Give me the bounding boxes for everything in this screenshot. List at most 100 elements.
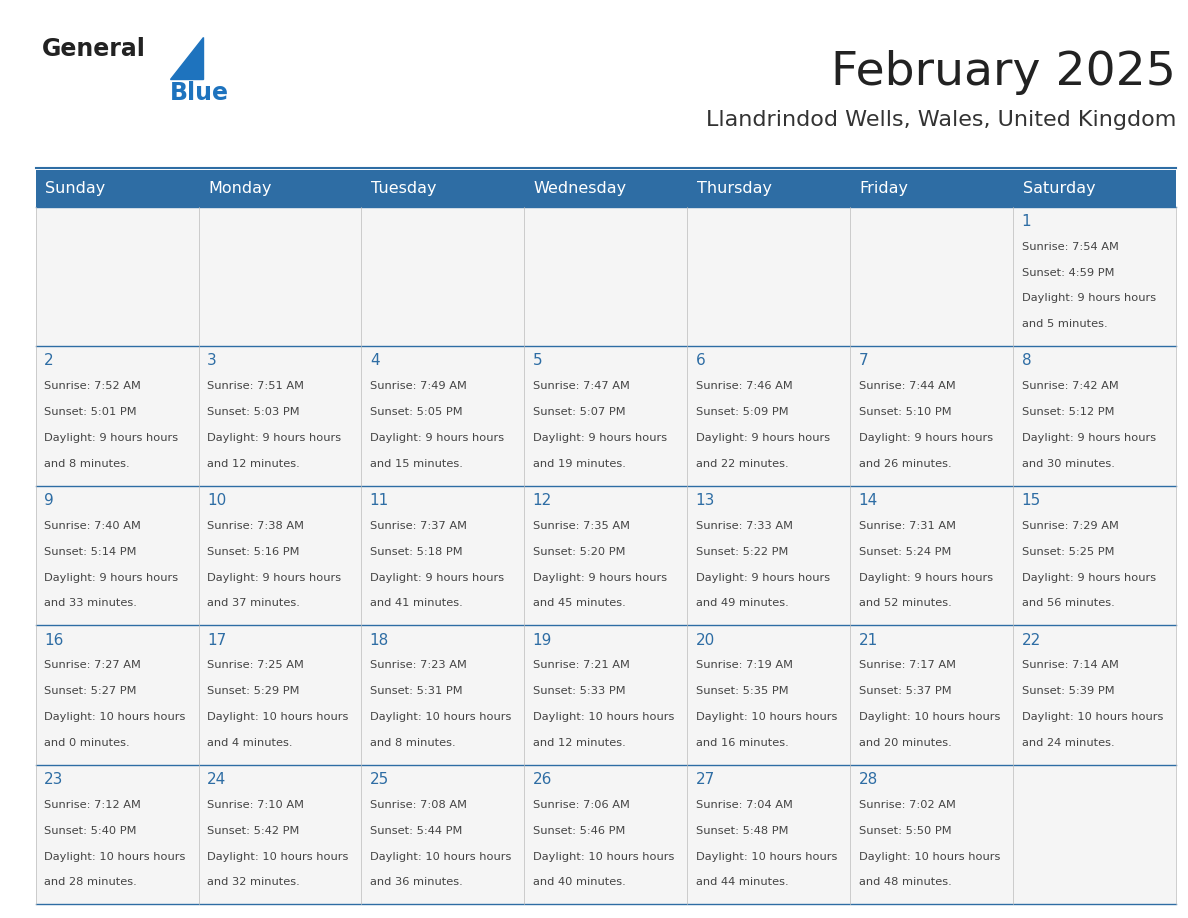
FancyBboxPatch shape [524,346,688,486]
FancyBboxPatch shape [36,486,198,625]
Text: and 19 minutes.: and 19 minutes. [532,459,626,469]
Text: and 8 minutes.: and 8 minutes. [44,459,129,469]
FancyBboxPatch shape [198,170,361,207]
Text: Sunset: 5:46 PM: Sunset: 5:46 PM [532,826,625,835]
Text: Daylight: 9 hours hours: Daylight: 9 hours hours [859,573,993,583]
Text: and 41 minutes.: and 41 minutes. [369,599,462,609]
FancyBboxPatch shape [524,486,688,625]
Text: Friday: Friday [860,181,909,196]
FancyBboxPatch shape [198,346,361,486]
FancyBboxPatch shape [524,170,688,207]
Text: Daylight: 10 hours hours: Daylight: 10 hours hours [44,712,185,722]
Text: Sunset: 5:29 PM: Sunset: 5:29 PM [207,687,299,696]
Text: 27: 27 [696,772,715,787]
Text: Sunrise: 7:21 AM: Sunrise: 7:21 AM [532,660,630,670]
Text: and 52 minutes.: and 52 minutes. [859,599,952,609]
Text: and 4 minutes.: and 4 minutes. [207,738,292,748]
Text: and 48 minutes.: and 48 minutes. [859,878,952,888]
FancyBboxPatch shape [688,346,851,486]
Text: Sunrise: 7:51 AM: Sunrise: 7:51 AM [207,381,304,391]
FancyBboxPatch shape [361,170,524,207]
Text: Sunrise: 7:33 AM: Sunrise: 7:33 AM [696,521,792,531]
Text: 3: 3 [207,353,216,368]
Text: Sunrise: 7:27 AM: Sunrise: 7:27 AM [44,660,141,670]
Text: Sunset: 5:03 PM: Sunset: 5:03 PM [207,408,299,417]
Text: Sunrise: 7:38 AM: Sunrise: 7:38 AM [207,521,304,531]
Text: Sunset: 4:59 PM: Sunset: 4:59 PM [1022,268,1114,277]
Text: Sunset: 5:31 PM: Sunset: 5:31 PM [369,687,462,696]
Text: Sunset: 5:39 PM: Sunset: 5:39 PM [1022,687,1114,696]
Text: Sunrise: 7:42 AM: Sunrise: 7:42 AM [1022,381,1118,391]
FancyBboxPatch shape [1013,625,1176,765]
Text: 28: 28 [859,772,878,787]
Text: 1: 1 [1022,214,1031,229]
FancyBboxPatch shape [1013,170,1176,207]
Text: 6: 6 [696,353,706,368]
Text: Sunset: 5:48 PM: Sunset: 5:48 PM [696,826,788,835]
Text: Daylight: 10 hours hours: Daylight: 10 hours hours [696,712,838,722]
FancyBboxPatch shape [524,765,688,904]
Text: Sunrise: 7:02 AM: Sunrise: 7:02 AM [859,800,955,810]
Text: and 8 minutes.: and 8 minutes. [369,738,455,748]
FancyBboxPatch shape [524,625,688,765]
Text: Daylight: 10 hours hours: Daylight: 10 hours hours [859,712,1000,722]
Text: Daylight: 9 hours hours: Daylight: 9 hours hours [1022,433,1156,443]
Text: Daylight: 9 hours hours: Daylight: 9 hours hours [207,433,341,443]
Text: Daylight: 9 hours hours: Daylight: 9 hours hours [859,433,993,443]
Text: 17: 17 [207,633,226,647]
Text: and 12 minutes.: and 12 minutes. [207,459,299,469]
FancyBboxPatch shape [851,765,1013,904]
Text: and 15 minutes.: and 15 minutes. [369,459,462,469]
Text: and 20 minutes.: and 20 minutes. [859,738,952,748]
Text: Sunset: 5:25 PM: Sunset: 5:25 PM [1022,547,1114,556]
Text: Sunset: 5:20 PM: Sunset: 5:20 PM [532,547,625,556]
Text: Sunday: Sunday [45,181,106,196]
Text: 25: 25 [369,772,388,787]
Text: Monday: Monday [208,181,272,196]
Text: Blue: Blue [170,81,229,105]
Text: Sunrise: 7:54 AM: Sunrise: 7:54 AM [1022,241,1118,252]
FancyBboxPatch shape [36,346,198,486]
FancyBboxPatch shape [36,625,198,765]
FancyBboxPatch shape [1013,346,1176,486]
Text: Wednesday: Wednesday [533,181,627,196]
Text: Sunset: 5:37 PM: Sunset: 5:37 PM [859,687,952,696]
Text: 20: 20 [696,633,715,647]
FancyBboxPatch shape [851,207,1013,346]
Text: 11: 11 [369,493,388,508]
Text: Sunrise: 7:44 AM: Sunrise: 7:44 AM [859,381,955,391]
Text: February 2025: February 2025 [832,50,1176,95]
FancyBboxPatch shape [688,486,851,625]
Text: Daylight: 10 hours hours: Daylight: 10 hours hours [207,852,348,862]
Text: 2: 2 [44,353,53,368]
Text: Sunrise: 7:23 AM: Sunrise: 7:23 AM [369,660,467,670]
Text: and 56 minutes.: and 56 minutes. [1022,599,1114,609]
FancyBboxPatch shape [1013,486,1176,625]
Text: General: General [42,37,145,61]
Text: Sunset: 5:33 PM: Sunset: 5:33 PM [532,687,625,696]
Text: Daylight: 10 hours hours: Daylight: 10 hours hours [859,852,1000,862]
Text: Sunrise: 7:31 AM: Sunrise: 7:31 AM [859,521,955,531]
Text: 22: 22 [1022,633,1041,647]
Text: Sunset: 5:18 PM: Sunset: 5:18 PM [369,547,462,556]
Text: and 40 minutes.: and 40 minutes. [532,878,626,888]
FancyBboxPatch shape [1013,207,1176,346]
Text: Daylight: 10 hours hours: Daylight: 10 hours hours [207,712,348,722]
Text: Daylight: 9 hours hours: Daylight: 9 hours hours [532,433,666,443]
FancyBboxPatch shape [198,207,361,346]
Text: Sunrise: 7:06 AM: Sunrise: 7:06 AM [532,800,630,810]
Text: Sunset: 5:10 PM: Sunset: 5:10 PM [859,408,952,417]
FancyBboxPatch shape [36,207,198,346]
Text: Sunset: 5:50 PM: Sunset: 5:50 PM [859,826,952,835]
Text: and 49 minutes.: and 49 minutes. [696,599,789,609]
Text: Daylight: 10 hours hours: Daylight: 10 hours hours [696,852,838,862]
Text: and 16 minutes.: and 16 minutes. [696,738,789,748]
FancyBboxPatch shape [198,625,361,765]
Text: Sunset: 5:40 PM: Sunset: 5:40 PM [44,826,137,835]
Text: Daylight: 10 hours hours: Daylight: 10 hours hours [369,852,511,862]
FancyBboxPatch shape [688,765,851,904]
Text: Daylight: 10 hours hours: Daylight: 10 hours hours [532,852,674,862]
Text: 8: 8 [1022,353,1031,368]
Text: 4: 4 [369,353,379,368]
Text: 12: 12 [532,493,552,508]
